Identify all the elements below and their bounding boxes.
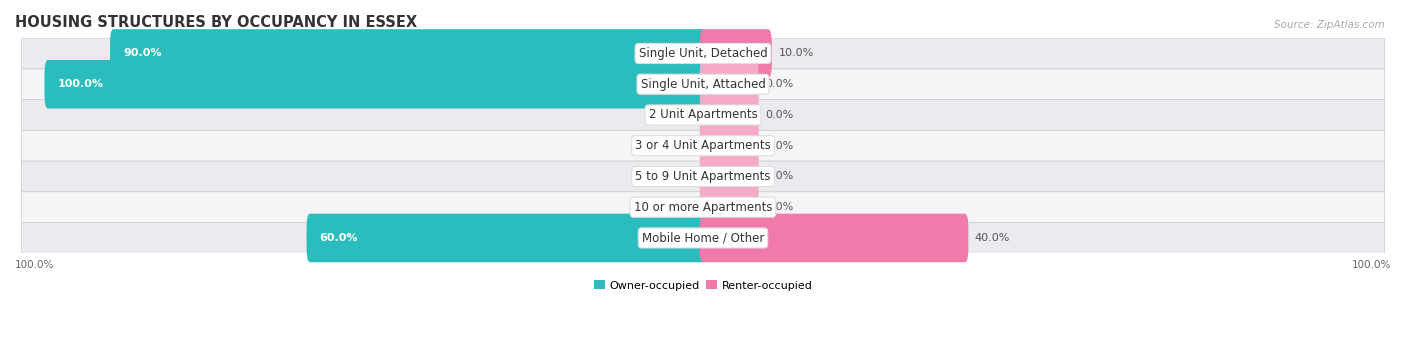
FancyBboxPatch shape <box>21 223 1385 253</box>
FancyBboxPatch shape <box>700 91 759 139</box>
Text: 100.0%: 100.0% <box>1351 260 1391 270</box>
FancyBboxPatch shape <box>21 38 1385 69</box>
FancyBboxPatch shape <box>700 183 759 232</box>
FancyBboxPatch shape <box>700 121 759 170</box>
FancyBboxPatch shape <box>110 29 706 78</box>
FancyBboxPatch shape <box>21 161 1385 192</box>
FancyBboxPatch shape <box>700 29 772 78</box>
FancyBboxPatch shape <box>21 69 1385 100</box>
Text: Single Unit, Detached: Single Unit, Detached <box>638 47 768 60</box>
FancyBboxPatch shape <box>21 130 1385 161</box>
Text: 0.0%: 0.0% <box>662 110 690 120</box>
Text: 5 to 9 Unit Apartments: 5 to 9 Unit Apartments <box>636 170 770 183</box>
Text: 40.0%: 40.0% <box>974 233 1011 243</box>
Text: 90.0%: 90.0% <box>124 48 162 59</box>
Text: 0.0%: 0.0% <box>765 141 793 151</box>
Text: 0.0%: 0.0% <box>765 172 793 181</box>
FancyBboxPatch shape <box>307 214 706 262</box>
FancyBboxPatch shape <box>700 214 969 262</box>
Text: 0.0%: 0.0% <box>765 79 793 89</box>
FancyBboxPatch shape <box>21 100 1385 130</box>
Text: 2 Unit Apartments: 2 Unit Apartments <box>648 108 758 121</box>
Text: 0.0%: 0.0% <box>662 172 690 181</box>
Text: 0.0%: 0.0% <box>765 110 793 120</box>
FancyBboxPatch shape <box>45 60 706 108</box>
Text: Single Unit, Attached: Single Unit, Attached <box>641 78 765 91</box>
Text: 0.0%: 0.0% <box>662 202 690 212</box>
Legend: Owner-occupied, Renter-occupied: Owner-occupied, Renter-occupied <box>589 276 817 295</box>
Text: 0.0%: 0.0% <box>765 202 793 212</box>
Text: HOUSING STRUCTURES BY OCCUPANCY IN ESSEX: HOUSING STRUCTURES BY OCCUPANCY IN ESSEX <box>15 15 418 30</box>
Text: 100.0%: 100.0% <box>58 79 104 89</box>
FancyBboxPatch shape <box>700 60 759 108</box>
FancyBboxPatch shape <box>700 152 759 201</box>
Text: 10.0%: 10.0% <box>779 48 814 59</box>
Text: 60.0%: 60.0% <box>319 233 359 243</box>
Text: 0.0%: 0.0% <box>662 141 690 151</box>
Text: Source: ZipAtlas.com: Source: ZipAtlas.com <box>1274 20 1385 30</box>
Text: Mobile Home / Other: Mobile Home / Other <box>641 232 765 244</box>
Text: 100.0%: 100.0% <box>15 260 55 270</box>
Text: 10 or more Apartments: 10 or more Apartments <box>634 201 772 214</box>
FancyBboxPatch shape <box>21 192 1385 223</box>
Text: 3 or 4 Unit Apartments: 3 or 4 Unit Apartments <box>636 139 770 152</box>
